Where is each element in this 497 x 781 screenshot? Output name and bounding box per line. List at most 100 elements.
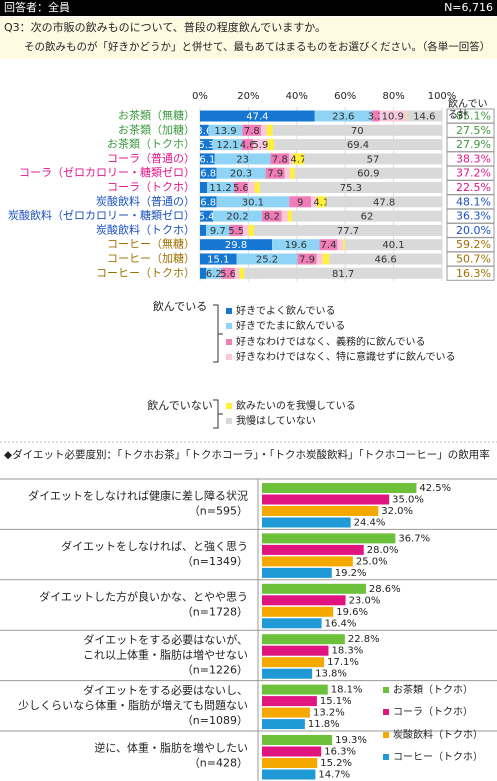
- legend-label: 好きでよく飲んでいる: [236, 304, 336, 317]
- data-label: 28.0%: [367, 545, 399, 556]
- total-value: 20.0%: [456, 224, 491, 237]
- legend-swatch: [226, 418, 232, 424]
- data-label: 19.6%: [336, 607, 368, 618]
- data-label: 5.6: [233, 183, 249, 194]
- data-label: 25.2: [256, 255, 278, 266]
- data-label: 9: [297, 197, 303, 208]
- bar-segment: [405, 110, 407, 122]
- bar-segment: [200, 267, 207, 279]
- legend-swatch: [226, 403, 232, 409]
- total-value: 27.5%: [456, 124, 491, 137]
- legend-swatch: [226, 339, 232, 345]
- bar-segment: [274, 139, 442, 151]
- bar: [262, 696, 317, 707]
- bar-segment: [253, 139, 268, 151]
- data-label: 47.8: [373, 197, 395, 208]
- data-label: 24.4%: [354, 518, 386, 529]
- header-bar: [0, 0, 497, 16]
- legend-label: 炭酸飲料（トクホ）: [393, 728, 483, 741]
- category-label: コーラ（普通の）: [107, 151, 195, 165]
- category-label: お茶類（トクホ）: [107, 138, 195, 151]
- data-label: 5.3: [198, 140, 214, 151]
- bar-segment: [234, 267, 240, 279]
- bar-segment: [200, 210, 214, 222]
- bar-segment: [248, 224, 254, 236]
- bar: [262, 634, 345, 645]
- data-label: 7.8: [272, 154, 288, 165]
- respondents: 回答者：全員: [4, 0, 70, 14]
- legend-swatch: [383, 709, 389, 715]
- bar-segment: [253, 224, 442, 236]
- bar-segment: [242, 139, 254, 151]
- category-label: （n=1728）: [182, 606, 248, 619]
- bar-segment: [234, 182, 248, 193]
- bar-segment: [270, 153, 290, 165]
- bar-segment: [200, 239, 273, 251]
- bar: [262, 618, 322, 629]
- bar-segment: [200, 153, 215, 165]
- bar-segment: [229, 224, 243, 236]
- category-label: お茶類（加糖）: [118, 122, 195, 136]
- bar-segment: [236, 253, 298, 265]
- bar-segment: [371, 110, 380, 122]
- legend-swatch: [383, 732, 389, 738]
- data-label: 12.1: [216, 140, 238, 151]
- data-label: 11.8%: [308, 719, 340, 730]
- data-label: 16.4%: [325, 618, 357, 629]
- data-label: 14.6: [413, 112, 435, 123]
- total-value: 38.3%: [456, 152, 491, 165]
- chart-title: ◆ダイエット必要度別：「トクホお茶」「トクホコーラ」・「トクホ炭酸飲料」「トクホ…: [4, 448, 490, 461]
- bar-segment: [242, 124, 262, 136]
- legend-label: 我慢はしていない: [236, 415, 316, 427]
- data-label: 60.9: [357, 169, 379, 180]
- legend-label: お茶類（トクホ）: [393, 683, 473, 696]
- bar: [262, 746, 322, 757]
- data-label: 13.9: [214, 126, 236, 137]
- category-label: 少しくらいなら体重・脂肪が増えても問題ない: [18, 698, 248, 712]
- data-label: 9.7: [210, 226, 226, 237]
- bar-segment: [216, 167, 266, 179]
- data-label: 5.6: [220, 269, 236, 280]
- bar: [262, 533, 396, 544]
- data-label: 15.1: [207, 255, 229, 266]
- category-label: 逆に、体重・脂肪を増やしたい: [94, 741, 248, 755]
- data-label: 5.4: [199, 212, 215, 223]
- bar-segment: [287, 210, 292, 222]
- category-label: コーヒー（トクホ）: [96, 266, 195, 279]
- total-value: 37.2%: [456, 167, 491, 180]
- legend-label: 好きでたまに飲んでいる: [236, 319, 345, 332]
- bar-segment: [206, 224, 230, 236]
- bar: [262, 506, 379, 516]
- bar: [262, 483, 417, 493]
- bar: [262, 707, 310, 718]
- category-label: 炭酸飲料（普通の）: [96, 194, 195, 208]
- category-label: ダイエットをしなければ、と強く思う: [61, 539, 248, 553]
- legend-swatch: [383, 687, 389, 693]
- bar-segment: [254, 182, 260, 193]
- total-value: 36.3%: [456, 210, 491, 223]
- bar: [262, 735, 333, 745]
- bar: [262, 595, 346, 606]
- data-label: 7.8: [244, 126, 260, 137]
- legend-swatch: [226, 308, 232, 314]
- data-label: 29.8: [225, 240, 247, 251]
- data-label: 15.2%: [320, 758, 352, 769]
- bar-segment: [343, 239, 345, 251]
- data-label: 46.6: [374, 255, 396, 266]
- data-label: 16.3%: [324, 747, 356, 758]
- data-label: 10.9: [382, 112, 404, 123]
- data-label: 4.1: [313, 197, 329, 208]
- category-label: ダイエットをする必要はないが、: [83, 632, 248, 646]
- bar: [262, 769, 316, 780]
- data-label: 42.5%: [419, 483, 451, 494]
- group-label: 飲んでいない: [147, 398, 212, 412]
- group-label: 飲んでいる: [153, 299, 207, 313]
- bar-segment: [216, 196, 290, 208]
- legend-swatch: [226, 323, 232, 329]
- bar-segment: [200, 124, 209, 136]
- bar-segment: [200, 196, 217, 208]
- data-label: 62: [361, 212, 374, 223]
- category-label: （n=428）: [189, 757, 248, 770]
- data-label: 23.0%: [349, 595, 381, 606]
